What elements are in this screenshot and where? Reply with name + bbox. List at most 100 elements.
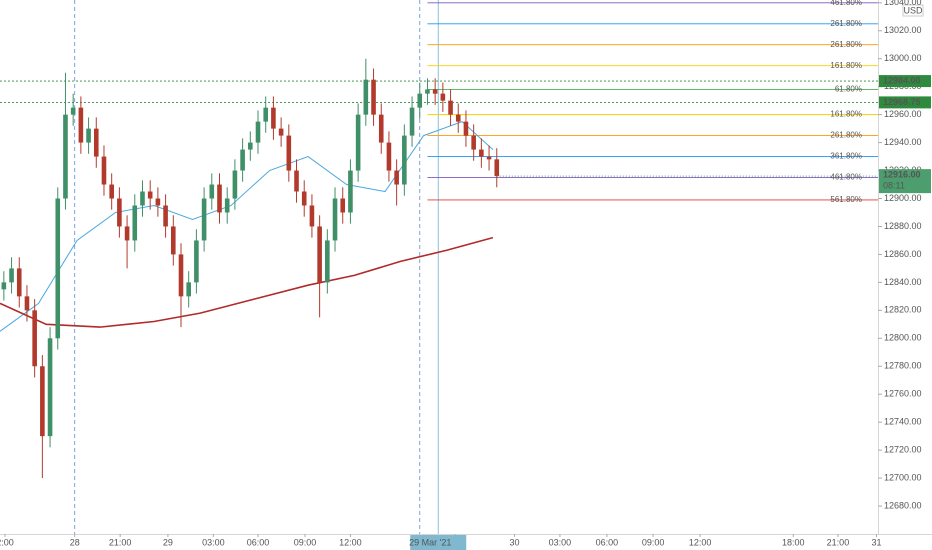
candle-body: [201, 198, 207, 241]
candle-body: [378, 114, 384, 143]
fib-label: 561.80%: [830, 195, 862, 204]
candle-body: [209, 184, 215, 199]
price-tag-label: 12984.00: [883, 75, 921, 85]
candle-body: [355, 114, 361, 171]
candle-body: [240, 149, 245, 171]
candle-body: [448, 100, 453, 115]
candle-body: [248, 142, 253, 150]
candle-body: [402, 135, 407, 185]
fib-label: 61.80%: [835, 85, 862, 94]
x-tick-label: 09:00: [642, 537, 665, 547]
candle-body: [109, 184, 114, 199]
candle-body: [394, 170, 399, 185]
candle-body: [93, 128, 99, 157]
candle-body: [217, 184, 222, 213]
moving-average: [0, 121, 494, 332]
x-tick-label: 29: [163, 537, 173, 547]
candle-body: [117, 198, 122, 227]
candle-body: [24, 296, 30, 311]
candle-body: [386, 142, 392, 171]
y-tick-label: 12860.00: [884, 249, 922, 259]
y-tick-label: 12740.00: [884, 417, 922, 427]
y-tick-label: 12840.00: [884, 277, 922, 287]
countdown-label: 08:11: [883, 181, 905, 191]
candle-body: [78, 107, 84, 143]
last-price-label: 12916.00: [883, 170, 921, 180]
candle-body: [425, 89, 430, 94]
x-tick-label: 21:00: [109, 537, 132, 547]
candle-body: [1, 282, 7, 290]
candle-body: [140, 191, 145, 206]
candle-body: [263, 107, 269, 122]
y-tick-label: 12940.00: [884, 137, 922, 147]
candle-body: [486, 156, 492, 160]
candle-body: [194, 240, 199, 283]
candle-body: [155, 198, 161, 206]
candle-body: [170, 226, 176, 255]
x-tick-label: 31: [871, 537, 881, 547]
x-tick-label: 06:00: [596, 537, 619, 547]
candle-body: [463, 121, 469, 136]
candle-body: [479, 149, 484, 157]
last-price-tag: [879, 169, 931, 194]
candle-body: [147, 191, 153, 199]
y-tick-label: 13040.00: [884, 0, 922, 7]
candle-body: [186, 282, 191, 297]
fib-label: 161.80%: [830, 61, 862, 70]
candle-body: [340, 198, 346, 213]
candle-body: [40, 366, 45, 437]
candle-body: [301, 191, 307, 206]
y-tick-label: 12700.00: [884, 472, 922, 482]
candle-body: [9, 268, 14, 283]
fib-label: 261.80%: [830, 40, 862, 49]
y-tick-label: 12780.00: [884, 361, 922, 371]
candle-body: [32, 310, 37, 367]
candle-body: [255, 121, 261, 143]
candle-body: [471, 135, 476, 150]
fib-label: 261.80%: [830, 19, 862, 28]
x-tick-label: 06:00: [247, 537, 270, 547]
x-tick-label: 30: [509, 537, 519, 547]
candle-body: [16, 268, 22, 297]
x-tick-label: 21:00: [827, 537, 850, 547]
candle-body: [70, 107, 76, 115]
y-tick-label: 12680.00: [884, 500, 922, 510]
x-tick-label: 09:00: [294, 537, 317, 547]
moving-average: [0, 236, 494, 328]
candle-body: [163, 205, 168, 227]
y-tick-label: 13020.00: [884, 25, 922, 35]
price-tag: [879, 96, 931, 109]
crosshair-label-box: [410, 535, 467, 550]
y-tick-label: 12760.00: [884, 389, 922, 399]
candle-body: [101, 156, 107, 185]
x-tick-label: 03:00: [202, 537, 225, 547]
y-tick-label: 12720.00: [884, 445, 922, 455]
candle-body: [278, 128, 284, 136]
candle-body: [294, 170, 299, 192]
y-tick-label: 13000.00: [884, 53, 922, 63]
candle-body: [332, 198, 338, 241]
candle-body: [325, 240, 330, 283]
currency: USD: [903, 5, 923, 15]
candle-body: [271, 107, 276, 129]
fib-label: 461.80%: [830, 173, 862, 182]
x-tick-label: 28: [70, 537, 80, 547]
candle-body: [63, 114, 68, 199]
candle-body: [132, 205, 138, 241]
y-tick-label: 12820.00: [884, 305, 922, 315]
candle-body: [440, 93, 446, 101]
candle-body: [232, 170, 238, 199]
fib-label: 261.80%: [830, 131, 862, 140]
fib-label: 461.80%: [830, 0, 862, 7]
candle-body: [317, 226, 322, 283]
candle-body: [309, 205, 315, 227]
fib-label: 161.80%: [830, 110, 862, 119]
y-tick-label: 12900.00: [884, 193, 922, 203]
crosshair-label: 29 Mar '21: [409, 537, 451, 547]
candle-body: [417, 93, 423, 108]
candle-body: [363, 79, 369, 115]
candle-body: [224, 198, 230, 213]
candle-body: [124, 226, 130, 241]
